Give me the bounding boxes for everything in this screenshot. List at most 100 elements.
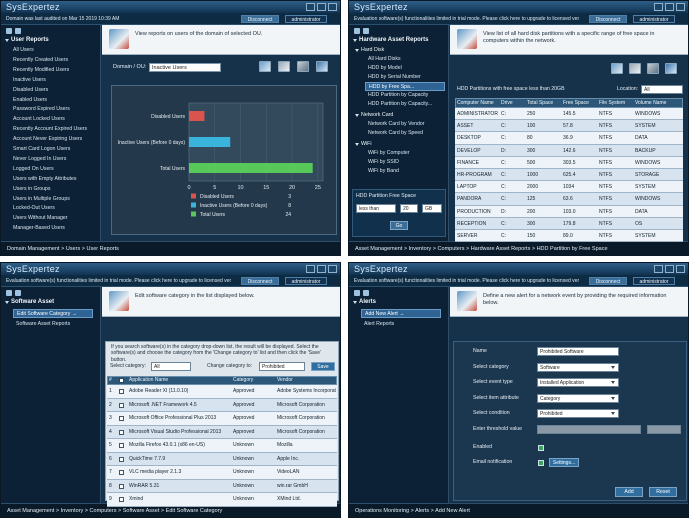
checkbox[interactable] [538, 460, 544, 466]
toolbar-icon[interactable] [259, 61, 271, 72]
window-control[interactable] [665, 265, 674, 273]
window-control[interactable] [317, 265, 326, 273]
sidebar-item[interactable]: WiFi by SSID [368, 159, 399, 165]
sidebar-item[interactable]: Logged On Users [13, 165, 54, 172]
table-row[interactable] [107, 452, 337, 466]
sidebar-item[interactable]: Network Card by Vendor [368, 121, 425, 127]
row-checkbox[interactable] [119, 416, 124, 422]
save-button[interactable]: Save [311, 362, 335, 371]
table-row[interactable] [107, 412, 337, 426]
toolbar-icon[interactable] [665, 63, 677, 74]
sidebar-group[interactable]: Hard Disk [361, 47, 385, 53]
table-row[interactable] [455, 205, 683, 218]
header-button[interactable]: administrator [633, 277, 675, 285]
row-checkbox[interactable] [119, 470, 124, 476]
nav-back[interactable] [354, 290, 360, 296]
table-row[interactable] [107, 479, 337, 493]
toolbar-icon[interactable] [278, 61, 290, 72]
sidebar-item[interactable]: All Users [13, 47, 34, 53]
sidebar-item[interactable]: Account Never Expiring Users [13, 136, 83, 143]
table-row[interactable] [455, 217, 683, 230]
table-row[interactable] [455, 108, 683, 121]
window-control[interactable] [328, 265, 337, 273]
field-input[interactable]: Inactive Users [149, 63, 221, 72]
nav-home[interactable] [363, 290, 369, 296]
sidebar-item[interactable]: HDD Partition by Capacity... [368, 101, 433, 107]
nav-back[interactable] [6, 28, 12, 34]
sidebar-item-selected[interactable]: Edit Software Category → [13, 309, 93, 318]
sidebar-item[interactable]: HDD by Serial Number [368, 74, 421, 80]
row-checkbox[interactable] [119, 497, 124, 503]
form-select[interactable]: Category [537, 393, 619, 403]
sidebar-item[interactable]: Users Without Manager [13, 215, 68, 222]
form-select[interactable]: Installed Application [537, 378, 619, 387]
table-row[interactable] [455, 181, 683, 194]
sidebar-group[interactable]: WiFi [361, 141, 372, 147]
toolbar-icon[interactable] [629, 63, 641, 74]
table-row[interactable] [107, 439, 337, 453]
sidebar-item[interactable]: Users in Multiple Groups [13, 195, 70, 202]
form-select[interactable]: Prohibited [537, 409, 619, 418]
window-control[interactable] [676, 3, 685, 11]
row-checkbox[interactable] [119, 402, 124, 408]
nav-home[interactable] [15, 290, 21, 296]
sidebar-item[interactable]: Users in Groups [13, 185, 51, 192]
sidebar-group[interactable]: Network Card [361, 112, 394, 118]
sidebar-item[interactable]: Recently Account Expired Users [13, 126, 88, 133]
table-row[interactable] [455, 144, 683, 157]
row-checkbox[interactable] [119, 389, 124, 395]
sidebar-item[interactable]: Enabled Users [13, 96, 48, 103]
form-select[interactable]: Software [537, 362, 619, 372]
sidebar-item[interactable]: Never Logged In Users [13, 155, 67, 162]
form-button[interactable]: Add [615, 487, 643, 497]
row-checkbox[interactable] [119, 483, 124, 489]
sidebar-item[interactable]: Smart Card Logon Users [13, 146, 71, 152]
table-row[interactable] [107, 425, 337, 439]
table-row[interactable] [107, 398, 337, 412]
sidebar-item[interactable]: WiFi by Computer [368, 150, 410, 156]
nav-home[interactable] [15, 28, 21, 34]
sidebar-item[interactable]: All Hard Disks [368, 56, 401, 62]
sidebar-item[interactable]: Recently Modified Users [13, 66, 70, 73]
filter-unit[interactable]: GB [422, 204, 442, 213]
sidebar-item[interactable]: Manager-Based Users [13, 225, 65, 232]
header-button[interactable]: administrator [633, 15, 675, 23]
settings-button[interactable]: Settings... [549, 458, 579, 467]
category-select[interactable]: All [151, 362, 191, 371]
toolbar-icon[interactable] [297, 61, 309, 72]
row-checkbox[interactable] [119, 429, 124, 435]
window-control[interactable] [665, 3, 674, 11]
table-row[interactable] [107, 466, 337, 480]
window-control[interactable] [676, 265, 685, 273]
toolbar-icon[interactable] [611, 63, 623, 74]
sidebar-item[interactable]: HDD Partition by Capacity [368, 92, 429, 98]
header-button[interactable]: administrator [285, 277, 327, 285]
header-button[interactable]: Disconnect [241, 277, 279, 285]
window-control[interactable] [654, 265, 663, 273]
sidebar-item[interactable]: Inactive Users [13, 76, 46, 83]
go-button[interactable]: Go [390, 221, 408, 230]
nav-home[interactable] [363, 28, 369, 34]
location-select[interactable]: All [641, 85, 683, 94]
sidebar-item[interactable]: Network Card by Speed [368, 130, 424, 136]
table-row[interactable] [455, 169, 683, 182]
nav-back[interactable] [354, 28, 360, 34]
row-checkbox[interactable] [119, 443, 124, 449]
header-checkbox[interactable] [119, 378, 124, 383]
toolbar-icon[interactable] [647, 63, 659, 74]
header-button[interactable]: Disconnect [589, 15, 627, 23]
toolbar-icon[interactable] [316, 61, 328, 72]
table-row[interactable] [455, 156, 683, 169]
table-row[interactable] [455, 132, 683, 145]
sidebar-item[interactable]: Users with Empty Attributes [13, 175, 77, 182]
sidebar-item[interactable]: Account Locked Users [13, 116, 65, 123]
sidebar-item[interactable]: Software Asset Reports [16, 321, 71, 327]
sidebar-item[interactable]: Recently Created Users [13, 56, 69, 63]
sidebar-item[interactable]: Alert Reports [364, 321, 395, 327]
header-button[interactable]: Disconnect [241, 15, 279, 23]
table-row[interactable] [455, 120, 683, 133]
sidebar-item[interactable]: HDD by Model [368, 65, 402, 71]
row-checkbox[interactable] [119, 456, 124, 462]
sidebar-item-selected[interactable]: HDD by Free Spa... [365, 82, 445, 91]
window-control[interactable] [306, 265, 315, 273]
